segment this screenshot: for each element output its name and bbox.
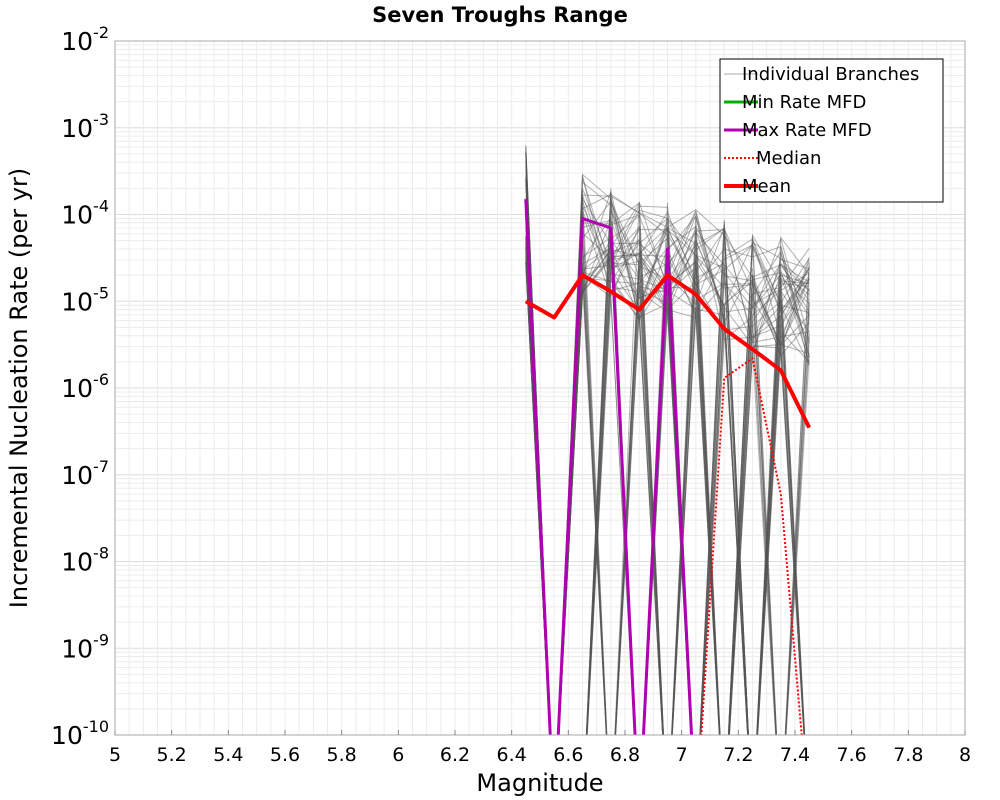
legend-label: Median: [756, 148, 821, 169]
branch-line: [525, 153, 810, 735]
x-tick-label: 7.2: [723, 744, 753, 766]
y-tick-label: 10-2: [61, 23, 109, 56]
y-tick-label: 10-9: [61, 630, 109, 663]
y-ticks: 10-10 10-9 10-8 10-7 10-6 10-5 10-4 10-3 10-2: [51, 23, 109, 750]
branch-line: [525, 205, 749, 735]
branch-line: [558, 189, 810, 735]
branch-line: [525, 230, 810, 735]
branch-line: [585, 192, 692, 735]
legend-label: Max Rate MFD: [742, 120, 872, 141]
x-tick-label: 6.4: [497, 744, 527, 766]
y-tick-label: 10-6: [61, 370, 109, 403]
series-line-mean: [524, 273, 811, 429]
branch-line: [558, 248, 810, 735]
chart-title: Seven Troughs Range: [372, 3, 628, 27]
x-tick-label: 5.8: [327, 744, 357, 766]
branch-line: [586, 217, 806, 735]
x-tick-label: 7.8: [893, 744, 923, 766]
branch-line: [525, 215, 810, 735]
branch-line: [525, 148, 810, 735]
series-lines: [524, 199, 811, 735]
branch-line: [586, 217, 810, 735]
x-tick-label: 5.2: [157, 744, 187, 766]
branch-line: [525, 178, 810, 735]
branch-line: [525, 209, 806, 735]
x-tick-label: 7: [676, 744, 688, 766]
x-axis-label: Magnitude: [476, 769, 603, 797]
x-tick-label: 6.6: [553, 744, 583, 766]
branch-line: [525, 199, 805, 735]
series-line-max-rate-mfd: [524, 199, 694, 735]
branch-line: [585, 188, 805, 735]
x-tick-label: 8: [959, 744, 971, 766]
branch-line: [525, 231, 810, 735]
x-ticks: 5 5.2 5.4 5.6 5.8 6 6.2 6.4 6.6 6.8 7 7.2 7.4 7.6 7.8 8: [109, 730, 971, 766]
branch-line: [525, 209, 805, 735]
legend-label: Min Rate MFD: [742, 92, 866, 113]
legend-label: Mean: [742, 176, 791, 197]
branch-line: [525, 169, 810, 735]
plot-frame: [114, 40, 966, 736]
branch-line: [525, 247, 810, 735]
branch-line: [614, 256, 810, 735]
y-tick-label: 10-8: [61, 544, 109, 577]
legend-label: Individual Branches: [742, 64, 919, 85]
branch-line: [525, 151, 810, 735]
y-tick-label: 10-7: [61, 457, 109, 490]
y-tick-label: 10-3: [61, 110, 109, 143]
x-tick-label: 6.2: [440, 744, 470, 766]
branch-line: [525, 213, 810, 735]
branch-line: [525, 175, 810, 735]
branch-line: [525, 164, 810, 735]
y-tick-label: 10-5: [61, 283, 109, 316]
x-tick-label: 6: [392, 744, 404, 766]
x-tick-label: 5.6: [270, 744, 300, 766]
x-tick-label: 7.6: [837, 744, 867, 766]
branch-line: [558, 220, 810, 735]
x-tick-label: 6.8: [610, 744, 640, 766]
branch-line: [558, 226, 810, 735]
branch-line: [525, 239, 810, 735]
x-tick-label: 5.4: [213, 744, 243, 766]
branch-line: [558, 267, 810, 735]
branch-line: [525, 203, 810, 735]
branch-line: [525, 211, 810, 735]
branch-line: [558, 272, 805, 735]
branch-line: [525, 177, 810, 735]
y-tick-label: 10-4: [61, 197, 109, 230]
branch-line: [525, 226, 810, 735]
x-tick-label: 5: [109, 744, 121, 766]
y-axis-label: Incremental Nucleation Rate (per yr): [5, 168, 33, 608]
branch-line: [525, 146, 778, 735]
branch-line: [525, 201, 810, 735]
legend: Individual Branches Min Rate MFD Max Rate …: [719, 58, 944, 203]
x-tick-label: 7.4: [780, 744, 810, 766]
y-tick-label: 10-10: [51, 717, 109, 750]
branch-line: [525, 197, 810, 735]
